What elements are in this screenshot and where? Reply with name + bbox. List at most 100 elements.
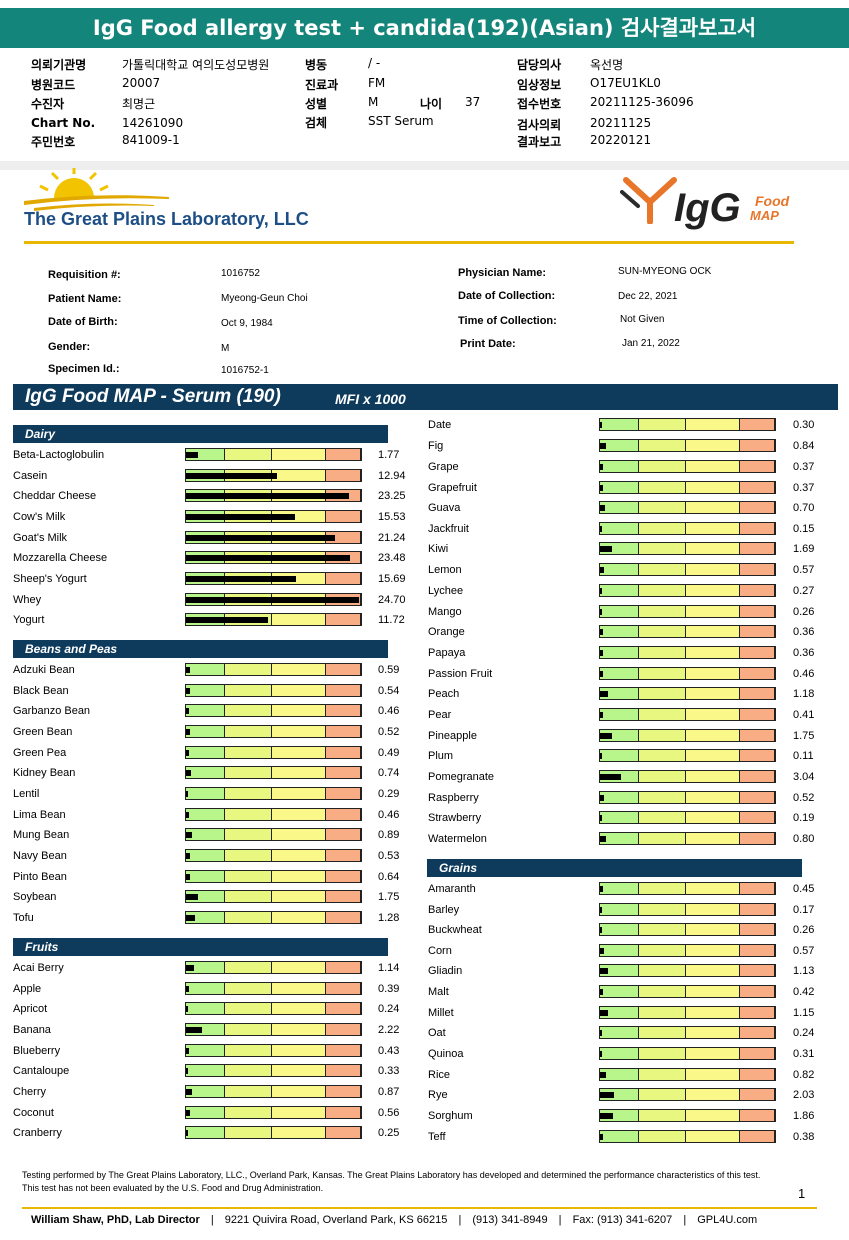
label-request-date: 검사의뢰 — [517, 118, 562, 132]
bar-zone — [326, 705, 361, 716]
footer-rule — [22, 1207, 817, 1209]
bar-zone — [600, 1131, 639, 1142]
lab-website[interactable]: GPL4U.com — [697, 1214, 758, 1226]
bar-zone — [740, 1007, 775, 1018]
bar-zone — [271, 470, 326, 481]
bar-zone — [224, 912, 272, 923]
result-bar — [599, 903, 776, 916]
food-name: Blueberry — [13, 1045, 61, 1057]
bar-zone — [685, 730, 740, 741]
bar-zone — [600, 419, 639, 430]
result-bar-fill — [600, 485, 603, 491]
result-bar-fill — [186, 688, 190, 694]
bar-zone — [271, 685, 326, 696]
bar-zone — [186, 809, 225, 820]
result-bar-fill — [186, 617, 269, 623]
bar-zone — [186, 685, 225, 696]
result-bar-fill — [186, 667, 191, 673]
result-bar-fill — [600, 795, 604, 801]
bar-zone — [600, 1110, 639, 1121]
bar-zone — [271, 1086, 326, 1097]
food-value: 0.80 — [793, 833, 815, 845]
bar-zone — [600, 543, 639, 554]
food-name: Mozzarella Cheese — [13, 552, 108, 564]
bar-zone — [638, 986, 686, 997]
food-name: Raspberry — [428, 792, 479, 804]
bar-zone — [685, 523, 740, 534]
bar-zone — [685, 606, 740, 617]
value-request-date: 20211125 — [590, 116, 652, 130]
result-bar — [599, 687, 776, 700]
food-name: Navy Bean — [13, 850, 67, 862]
bar-zone — [638, 1069, 686, 1080]
bar-zone — [186, 664, 225, 675]
food-name: Tofu — [13, 912, 34, 924]
result-bar — [599, 501, 776, 514]
bar-zone — [740, 1110, 775, 1121]
value-dob: Oct 9, 1984 — [221, 318, 273, 329]
result-bar — [599, 563, 776, 576]
food-value: 1.75 — [793, 730, 815, 742]
bar-zone — [685, 771, 740, 782]
result-bar-fill — [186, 1130, 188, 1136]
bar-zone — [685, 1110, 740, 1121]
bar-zone — [740, 924, 775, 935]
result-bar-fill — [186, 750, 190, 756]
antibody-icon — [620, 177, 677, 224]
result-bar — [599, 770, 776, 783]
result-bar-fill — [600, 712, 603, 718]
value-physician: SUN-MYEONG OCK — [618, 266, 712, 277]
bar-zone — [271, 747, 326, 758]
food-name: Passion Fruit — [428, 668, 493, 680]
bar-zone — [740, 482, 775, 493]
bar-zone — [600, 461, 639, 472]
bar-zone — [326, 1127, 361, 1138]
bar-zone — [740, 904, 775, 915]
food-name: Adzuki Bean — [13, 664, 75, 676]
bar-zone — [271, 871, 326, 882]
result-bar — [599, 667, 776, 680]
result-bar-fill — [186, 812, 190, 818]
value-age: 37 — [465, 95, 481, 109]
result-bar-fill — [600, 907, 602, 913]
bar-zone — [600, 585, 639, 596]
bar-zone — [638, 606, 686, 617]
bar-zone — [638, 461, 686, 472]
bar-zone — [638, 924, 686, 935]
result-bar-fill — [600, 443, 606, 449]
label-requisition: Requisition #: — [48, 269, 121, 281]
result-bar-fill — [600, 691, 609, 697]
bar-zone — [740, 626, 775, 637]
food-name: Kiwi — [428, 543, 449, 555]
value-collection-date: Dec 22, 2021 — [618, 291, 678, 302]
bar-zone — [186, 1024, 225, 1035]
lab-name: The Great Plains Laboratory, LLC — [24, 209, 309, 229]
bar-zone — [685, 812, 740, 823]
value-specimen-id: 1016752-1 — [221, 365, 269, 376]
bar-zone — [186, 1045, 225, 1056]
bar-zone — [740, 502, 775, 513]
value-hospital-code: 20007 — [122, 76, 161, 90]
bar-zone — [271, 614, 326, 625]
result-bar — [599, 1130, 776, 1143]
bar-zone — [740, 730, 775, 741]
bar-zone — [740, 1069, 775, 1080]
food-value: 0.24 — [793, 1027, 815, 1039]
separator-band — [0, 161, 849, 170]
food-value: 0.42 — [793, 986, 815, 998]
result-bar — [185, 725, 362, 738]
food-value: 0.39 — [378, 983, 400, 995]
bar-zone — [326, 614, 361, 625]
food-name: Date — [428, 419, 452, 431]
label-age: 나이 — [420, 97, 443, 111]
bar-zone — [271, 705, 326, 716]
result-bar-fill — [600, 836, 606, 842]
food-value: 0.37 — [793, 461, 815, 473]
food-name: Pinto Bean — [13, 871, 67, 883]
result-bar-fill — [186, 965, 194, 971]
result-bar — [599, 832, 776, 845]
food-value: 1.13 — [793, 965, 815, 977]
result-bar-fill — [186, 452, 199, 458]
food-value: 0.54 — [378, 685, 400, 697]
food-name: Green Pea — [13, 747, 67, 759]
